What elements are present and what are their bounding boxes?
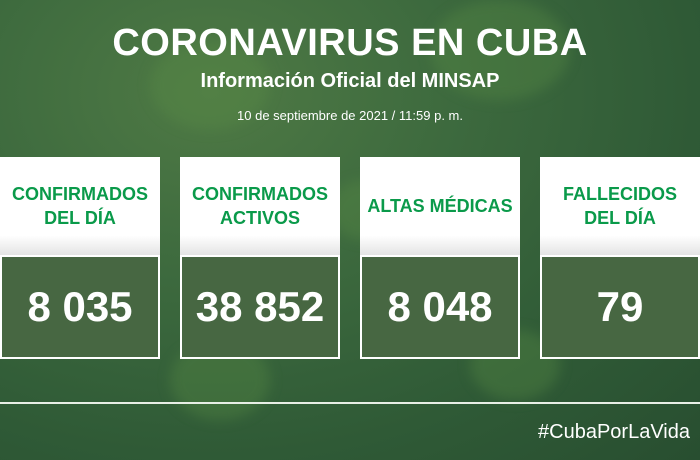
card-deaths-today: FALLECIDOS DEL DÍA 79 <box>540 157 700 359</box>
card-label: CONFIRMADOS DEL DÍA <box>12 184 148 228</box>
card-value: 79 <box>596 283 644 330</box>
card-confirmed-today: CONFIRMADOS DEL DÍA 8 035 <box>0 157 160 359</box>
card-label: FALLECIDOS DEL DÍA <box>562 184 677 228</box>
virus-decoration <box>430 0 570 100</box>
card-label: ALTAS MÉDICAS <box>367 196 513 216</box>
page-subtitle: Información Oficial del MINSAP <box>200 70 500 92</box>
report-date: 10 de septiembre de 2021 / 11:59 p. m. <box>237 108 463 123</box>
hashtag: #CubaPorLaVida <box>538 421 690 443</box>
divider <box>0 402 700 404</box>
page-title: CORONAVIRUS EN CUBA <box>112 22 588 64</box>
card-active-cases: CONFIRMADOS ACTIVOS 38 852 <box>180 157 340 359</box>
card-discharges: ALTAS MÉDICAS 8 048 <box>360 157 520 359</box>
card-value: 8 048 <box>387 283 493 330</box>
card-label: CONFIRMADOS ACTIVOS <box>192 184 328 228</box>
card-value: 38 852 <box>195 283 325 330</box>
virus-decoration <box>150 40 270 130</box>
card-value: 8 035 <box>27 283 133 330</box>
